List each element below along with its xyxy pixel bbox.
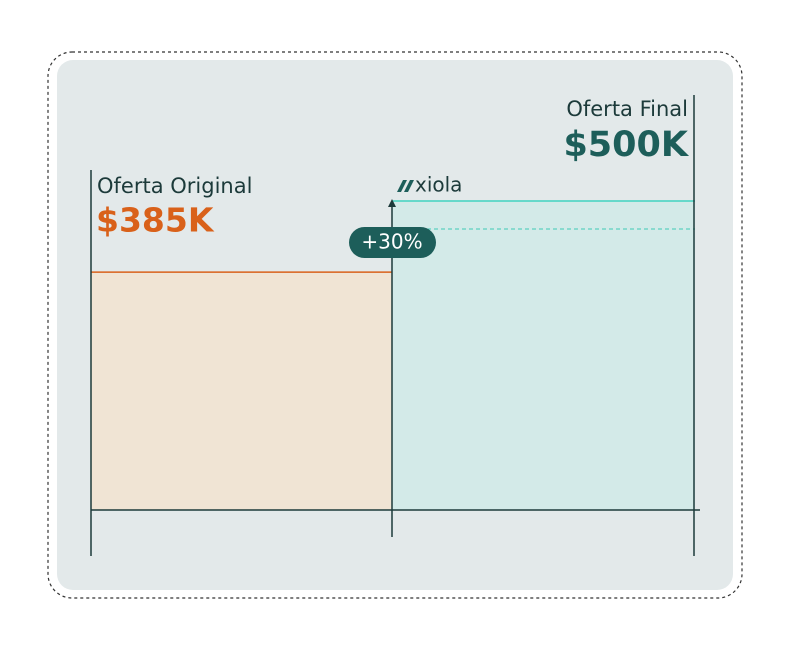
change-label: +30% xyxy=(361,230,422,254)
logo-mark xyxy=(397,180,407,192)
category-label: Oferta Original xyxy=(97,174,252,198)
change-pill xyxy=(349,227,436,258)
outer-frame xyxy=(47,51,743,599)
bar xyxy=(392,201,695,510)
category-label: Oferta Final xyxy=(566,97,688,121)
logo-text: xiola xyxy=(415,173,462,197)
logo-mark xyxy=(404,180,414,192)
bar xyxy=(91,272,392,510)
logo: xiola xyxy=(397,173,462,197)
arrow-head xyxy=(388,199,396,207)
value-label: $385K xyxy=(96,201,215,240)
value-label: $500K xyxy=(563,125,689,165)
